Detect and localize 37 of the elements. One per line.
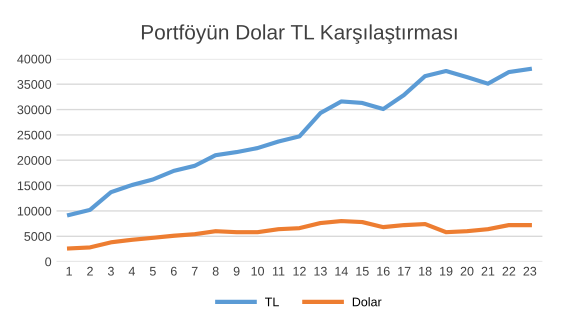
x-tick-label: 23: [524, 266, 536, 276]
y-tick-label: 35000: [17, 80, 52, 89]
x-tick-label: 12: [293, 266, 306, 276]
x-tick-label: 19: [440, 266, 452, 276]
x-tick-label: 13: [314, 266, 327, 276]
x-tick-label: 11: [272, 266, 284, 276]
x-tick-label: 20: [460, 266, 474, 276]
x-tick-label: 15: [356, 266, 369, 276]
y-tick-label: 40000: [17, 54, 52, 64]
x-tick-label: 17: [398, 266, 410, 276]
y-tick-label: 25000: [18, 130, 52, 140]
x-tick-label: 10: [252, 266, 264, 276]
x-tick-label: 5: [150, 266, 156, 276]
line-series: [66, 66, 532, 218]
y-tick-label: 0: [45, 257, 52, 266]
x-tick-label: 21: [482, 266, 494, 276]
legend-label: TL: [265, 298, 279, 306]
x-tick-label: 8: [212, 266, 219, 276]
line-series: [66, 218, 532, 251]
y-tick-label: 15000: [18, 181, 52, 190]
chart-title: Portföyün Dolar TL Karşılaştırması: [142, 24, 457, 44]
x-tick-label: 4: [128, 266, 136, 276]
y-tick-label: 30000: [17, 105, 52, 114]
y-tick-label: 20000: [18, 156, 52, 165]
x-tick-label: 22: [502, 266, 516, 276]
x-tick-label: 18: [419, 266, 432, 276]
x-tick-label: 3: [108, 266, 114, 276]
x-tick-label: 16: [377, 266, 390, 276]
x-tick-label: 9: [234, 266, 240, 276]
y-tick-label: 5000: [24, 232, 52, 241]
x-tick-label: 14: [335, 266, 348, 276]
x-tick-label: 2: [87, 266, 93, 276]
legend-label: Dolar: [352, 297, 382, 306]
x-tick-label: 6: [170, 266, 177, 276]
x-tick-label: 7: [192, 266, 198, 276]
x-tick-label: 1: [66, 266, 72, 276]
y-tick-label: 10000: [18, 206, 52, 216]
